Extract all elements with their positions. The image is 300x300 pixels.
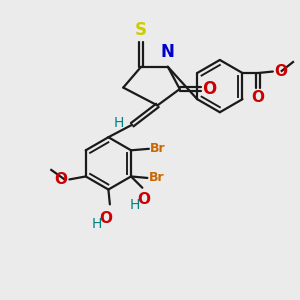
Text: O: O <box>274 64 287 79</box>
Text: O: O <box>99 211 112 226</box>
Text: H: H <box>129 198 140 212</box>
Text: S: S <box>135 20 147 38</box>
Text: O: O <box>202 80 217 98</box>
Text: Br: Br <box>150 142 166 155</box>
Text: O: O <box>54 172 67 187</box>
Text: H: H <box>92 217 102 231</box>
Text: O: O <box>137 192 150 207</box>
Text: O: O <box>251 90 265 105</box>
Text: Br: Br <box>149 171 164 184</box>
Text: H: H <box>113 116 124 130</box>
Text: N: N <box>161 44 175 62</box>
